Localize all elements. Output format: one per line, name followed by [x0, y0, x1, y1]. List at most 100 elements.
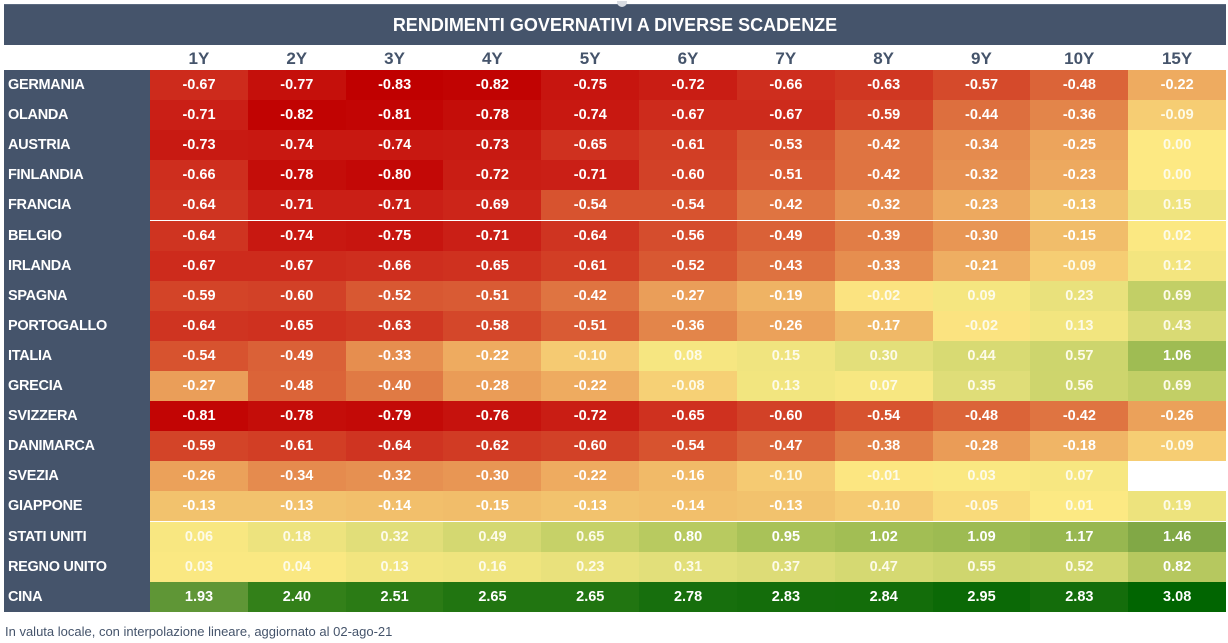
heatmap-cell: -0.63: [834, 70, 933, 100]
heatmap-cell: 0.23: [541, 551, 640, 582]
heatmap-cell: -0.65: [443, 250, 542, 281]
heatmap-cell: -0.14: [345, 491, 444, 522]
heatmap-cell: 0.01: [1030, 491, 1129, 522]
heatmap-cell: 0.09: [932, 280, 1031, 311]
heatmap-cell: -0.53: [736, 130, 835, 161]
heatmap-cell: -0.51: [443, 280, 542, 311]
heatmap-cell: -0.21: [932, 250, 1031, 281]
row-label-column: GERMANIA OLANDA AUSTRIA FINLANDIA FRANCIA BEL…: [4, 70, 150, 612]
heatmap-cell: -0.64: [150, 220, 248, 251]
heatmap-cell: -0.76: [443, 401, 542, 432]
heatmap-cell: 0.08: [639, 340, 738, 371]
heatmap-cell: 0.00: [1128, 160, 1227, 191]
heatmap-cell: [1128, 461, 1227, 492]
column-header: 9Y: [971, 49, 992, 68]
heatmap-cell: 0.23: [1030, 280, 1129, 311]
heatmap-cell: -0.48: [932, 401, 1031, 432]
column-header: 1Y: [188, 49, 210, 68]
heatmap-cell: -0.49: [247, 340, 346, 371]
heatmap-cell: -0.61: [247, 431, 346, 462]
heatmap-cell: 0.12: [1128, 250, 1227, 281]
column-header: 10Y: [1064, 49, 1095, 68]
heatmap-cell: -0.60: [247, 280, 346, 311]
heatmap-cell: -0.10: [736, 461, 835, 492]
heatmap-cell: -0.15: [443, 491, 542, 522]
heatmap-cell: 2.51: [345, 581, 444, 612]
heatmap-cell: -0.42: [834, 130, 933, 161]
column-header: 6Y: [677, 49, 699, 68]
heatmap-cell: -0.43: [736, 250, 835, 281]
heatmap-cell: 0.15: [736, 340, 835, 371]
heatmap-cell: 0.16: [443, 551, 542, 582]
heatmap-cell: -0.13: [541, 491, 640, 522]
heatmap-cell: -0.71: [541, 160, 640, 191]
row-label: REGNO UNITO: [8, 558, 107, 575]
heatmap-cell: -0.60: [541, 431, 640, 462]
heatmap-cell: 1.09: [932, 521, 1031, 552]
column-header: 5Y: [579, 49, 601, 68]
heatmap-cell: -0.52: [639, 250, 738, 281]
heatmap-cell: -0.26: [736, 310, 835, 341]
heatmap-cell: 0.07: [834, 371, 933, 401]
heatmap-cell: 0.06: [150, 521, 248, 552]
heatmap-cell: 0.30: [834, 340, 933, 371]
heatmap-cell: -0.09: [1030, 250, 1129, 281]
heatmap-cell: -0.28: [443, 371, 542, 401]
heatmap-cell: 3.08: [1128, 581, 1227, 612]
heatmap-cell: -0.66: [345, 250, 444, 281]
heatmap-cell: -0.73: [443, 130, 542, 161]
column-header: 7Y: [775, 49, 797, 68]
heatmap-cell: 0.69: [1128, 280, 1227, 311]
heatmap-cell: -0.57: [932, 70, 1031, 100]
heatmap-cell: 0.13: [345, 551, 444, 582]
row-label: GIAPPONE: [8, 498, 83, 515]
row-label: IRLANDA: [8, 257, 72, 274]
heatmap-cell: -0.16: [639, 461, 738, 492]
heatmap-cell: 1.46: [1128, 521, 1227, 552]
heatmap-cell: -0.27: [150, 371, 248, 401]
heatmap-cell: -0.64: [541, 220, 640, 251]
row-label: FRANCIA: [8, 197, 72, 214]
heatmap-cell: -0.22: [443, 340, 542, 371]
heatmap-cell: 0.55: [932, 551, 1031, 582]
heatmap-cell: 0.31: [639, 551, 738, 582]
heatmap-cell: 2.83: [736, 581, 835, 612]
heatmap-cell: -0.32: [834, 190, 933, 221]
heatmap-cell: -0.67: [150, 250, 248, 281]
heatmap-cell: -0.28: [932, 431, 1031, 462]
heatmap-cell: 0.44: [932, 340, 1031, 371]
row-label: SVEZIA: [8, 468, 59, 485]
heatmap-cell: 0.32: [345, 521, 444, 552]
heatmap-cell: -0.65: [247, 310, 346, 341]
row-label: AUSTRIA: [8, 137, 71, 154]
heatmap-cell: -0.64: [345, 431, 444, 462]
heatmap-cell: 2.65: [443, 581, 542, 612]
heatmap-cell: -0.72: [541, 401, 640, 432]
heatmap-cell: -0.48: [1030, 70, 1129, 100]
heatmap-cell: -0.13: [247, 491, 346, 522]
column-header: 4Y: [481, 49, 503, 68]
row-label: DANIMARCA: [8, 438, 95, 455]
heatmap-cell: 0.18: [247, 521, 346, 552]
heatmap-cell: -0.54: [639, 190, 738, 221]
heatmap-cell: 1.06: [1128, 340, 1227, 371]
heatmap-cell: -0.59: [150, 280, 248, 311]
heatmap-cell: -0.17: [834, 310, 933, 341]
heatmap-cell: -0.66: [736, 70, 835, 100]
heatmap-cell: -0.59: [150, 431, 248, 462]
heatmap-cell: 2.78: [639, 581, 738, 612]
heatmap-cell: -0.10: [541, 340, 640, 371]
heatmap-cell: -0.51: [541, 310, 640, 341]
heatmap-cell: -0.82: [247, 100, 346, 131]
heatmap-cell: -0.52: [345, 280, 444, 311]
heatmap-cell: -0.67: [736, 100, 835, 131]
heatmap-cell: -0.54: [834, 401, 933, 432]
column-header: 8Y: [873, 49, 895, 68]
heatmap-cell: -0.74: [541, 100, 640, 131]
row-label: GERMANIA: [8, 77, 85, 93]
heatmap-cell: 0.43: [1128, 310, 1227, 341]
heatmap-cell: -0.49: [736, 220, 835, 251]
heatmap-cell: -0.15: [1030, 220, 1129, 251]
row-label: OLANDA: [8, 107, 69, 124]
row-label: SVIZZERA: [8, 408, 78, 425]
